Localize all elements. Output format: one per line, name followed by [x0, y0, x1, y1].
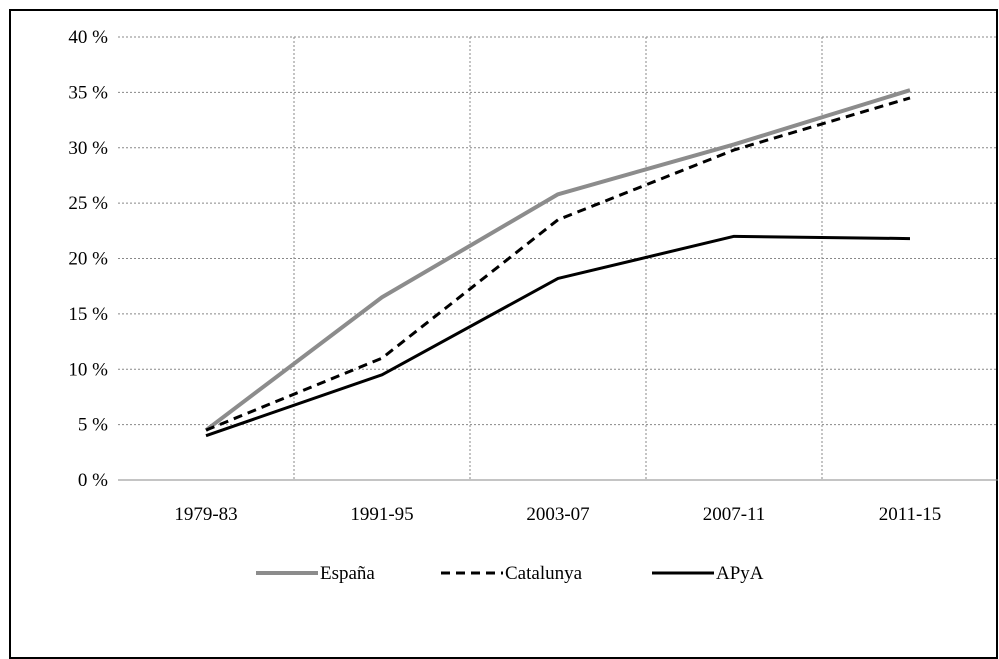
y-axis-ticks: 0 % 5 % 10 % 15 % 20 % 25 % 30 % 35 % 40 %: [68, 27, 108, 491]
y-tick-label: 10 %: [68, 359, 108, 380]
y-tick-label: 30 %: [68, 138, 108, 159]
legend: España Catalunya APyA: [256, 563, 764, 584]
y-tick-label: 15 %: [68, 304, 108, 325]
y-tick-label: 20 %: [68, 249, 108, 270]
legend-label: APyA: [716, 563, 764, 584]
series-line-espa-a: [204, 88, 911, 432]
y-tick-label: 0 %: [78, 470, 108, 491]
x-tick-label: 1991-95: [350, 504, 413, 525]
legend-label: España: [320, 563, 375, 584]
y-tick-label: 40 %: [68, 27, 108, 48]
y-tick-label: 5 %: [78, 415, 108, 436]
x-tick-label: 2007-11: [703, 504, 766, 525]
x-tick-label: 2003-07: [526, 504, 589, 525]
series-line-catalunya: [205, 96, 911, 432]
chart-frame: [9, 9, 998, 659]
y-tick-label: 35 %: [68, 82, 108, 103]
y-tick-label: 25 %: [68, 193, 108, 214]
series-line-apya: [205, 234, 911, 438]
x-axis-ticks: 1979-83 1991-95 2003-07 2007-11 2011-15: [174, 504, 941, 525]
x-tick-label: 1979-83: [174, 504, 237, 525]
x-tick-label: 2011-15: [879, 504, 942, 525]
series-lines: [204, 88, 911, 438]
legend-label: Catalunya: [505, 563, 583, 584]
